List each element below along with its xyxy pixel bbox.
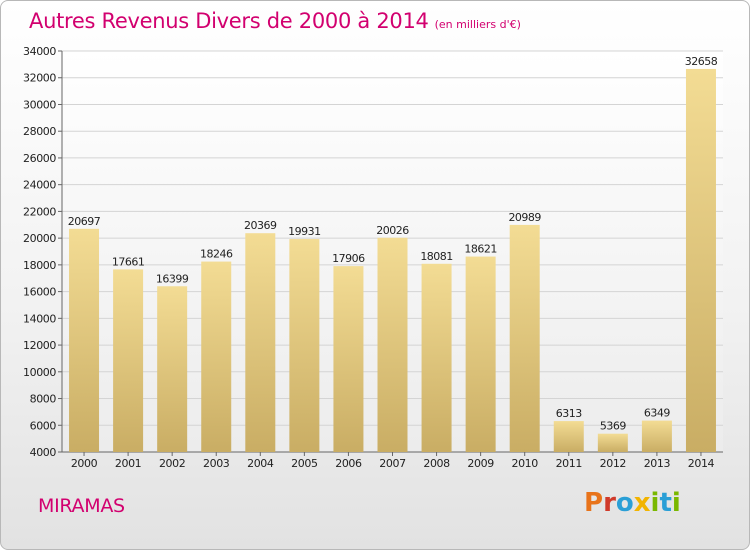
logo-letter: r xyxy=(603,488,616,518)
bar xyxy=(641,420,672,452)
x-tick-label: 2005 xyxy=(291,457,318,470)
y-tick-label: 18000 xyxy=(23,259,56,272)
logo-letter: o xyxy=(615,488,634,518)
bar-value-label: 20026 xyxy=(376,224,409,237)
bar-value-label: 32658 xyxy=(685,55,718,68)
y-tick-label: 14000 xyxy=(23,312,56,325)
y-tick-label: 24000 xyxy=(23,179,56,192)
bar-value-label: 19931 xyxy=(288,225,321,238)
bar-value-label: 18621 xyxy=(464,243,497,256)
bar-value-label: 18081 xyxy=(420,250,453,263)
bar xyxy=(245,233,276,452)
bar xyxy=(289,239,320,452)
logo-letter: P xyxy=(584,488,604,518)
y-tick-label: 34000 xyxy=(23,45,56,58)
x-tick-label: 2011 xyxy=(556,457,582,470)
logo-letter: i xyxy=(650,488,660,518)
bar-value-label: 20369 xyxy=(244,219,277,232)
x-tick-label: 2003 xyxy=(203,457,230,470)
y-tick-label: 28000 xyxy=(23,125,56,138)
x-tick-label: 2014 xyxy=(688,457,715,470)
y-tick-label: 8000 xyxy=(30,393,57,406)
y-tick-label: 10000 xyxy=(23,366,56,379)
chart-title: Autres Revenus Divers de 2000 à 2014 xyxy=(29,9,429,33)
logo-letter: x xyxy=(633,488,651,518)
bar xyxy=(553,421,584,452)
y-tick-label: 20000 xyxy=(23,232,56,245)
bar-value-label: 17906 xyxy=(332,252,365,265)
x-tick-label: 2006 xyxy=(335,457,362,470)
bar-value-label: 20697 xyxy=(68,215,101,228)
x-tick-label: 2004 xyxy=(247,457,274,470)
x-tick-label: 2010 xyxy=(511,457,538,470)
bar xyxy=(465,256,496,452)
bar-value-label: 5369 xyxy=(600,420,626,433)
y-tick-label: 22000 xyxy=(23,205,56,218)
bar xyxy=(69,228,100,452)
x-tick-label: 2000 xyxy=(71,457,98,470)
bar xyxy=(333,266,364,452)
proxiti-logo: Proxiti xyxy=(584,488,681,518)
bar xyxy=(201,261,232,452)
bar xyxy=(597,433,628,452)
bar-value-label: 17661 xyxy=(112,255,145,268)
x-tick-label: 2001 xyxy=(115,457,141,470)
x-tick-label: 2002 xyxy=(159,457,185,470)
x-tick-label: 2012 xyxy=(600,457,626,470)
title-row: Autres Revenus Divers de 2000 à 2014 (en … xyxy=(29,9,521,33)
chart-unit: (en milliers d'€) xyxy=(434,18,521,31)
bar xyxy=(113,269,144,452)
town-name: MIRAMAS xyxy=(38,495,125,517)
x-tick-label: 2013 xyxy=(644,457,671,470)
bar-value-label: 20989 xyxy=(508,211,541,224)
x-tick-label: 2009 xyxy=(467,457,494,470)
y-tick-label: 12000 xyxy=(23,339,56,352)
y-tick-label: 4000 xyxy=(30,446,57,459)
bar-value-label: 6313 xyxy=(556,407,582,420)
y-tick-label: 32000 xyxy=(23,72,56,85)
bar xyxy=(685,68,716,453)
y-tick-label: 26000 xyxy=(23,152,56,165)
bar xyxy=(377,237,408,452)
bar-value-label: 16399 xyxy=(156,272,189,285)
bar xyxy=(509,224,540,452)
bar-value-label: 6349 xyxy=(644,407,670,420)
y-tick-label: 30000 xyxy=(23,98,56,111)
bar-value-label: 18246 xyxy=(200,248,233,261)
logo-letter: t xyxy=(659,488,672,518)
x-tick-label: 2008 xyxy=(423,457,450,470)
bar xyxy=(421,263,452,452)
x-tick-label: 2007 xyxy=(379,457,406,470)
y-tick-label: 6000 xyxy=(30,419,57,432)
y-tick-label: 16000 xyxy=(23,286,56,299)
bar xyxy=(157,286,188,452)
logo-letter: i xyxy=(671,488,681,518)
